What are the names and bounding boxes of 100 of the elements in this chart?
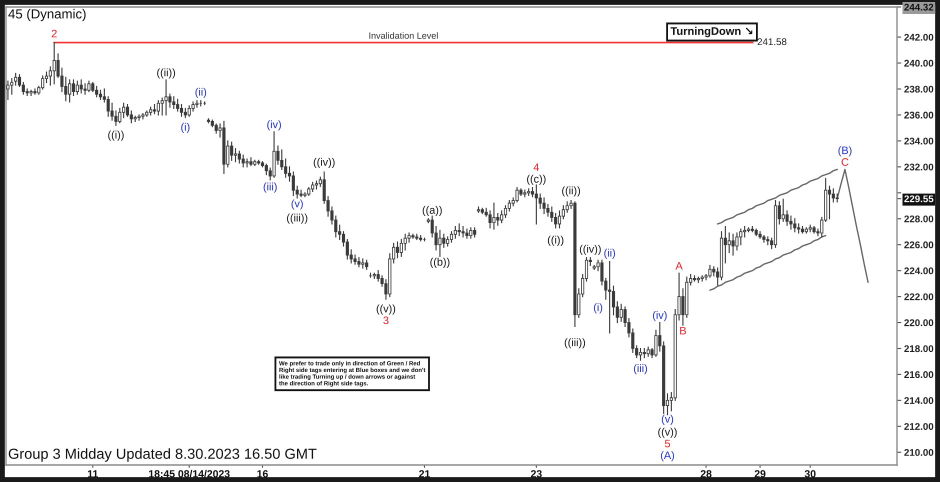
candlestick <box>728 232 731 254</box>
ref-line-label: Invalidation Level <box>369 32 438 39</box>
annotation: (v) <box>662 414 674 425</box>
candlestick <box>832 188 835 202</box>
candlestick <box>461 226 465 238</box>
candlestick <box>230 142 234 161</box>
candlestick <box>95 86 98 98</box>
candlestick <box>80 79 83 94</box>
candlestick <box>365 260 368 270</box>
annotation: (ii) <box>195 88 206 98</box>
annotation: (i) <box>181 122 190 133</box>
candlestick <box>446 236 450 247</box>
candlestick <box>542 197 546 214</box>
candlestick <box>98 90 102 100</box>
annotation: ((v)) <box>376 304 396 315</box>
candlestick <box>238 150 241 164</box>
candlestick <box>164 79 168 116</box>
candlestick <box>172 96 176 110</box>
y-tick-label: 212.00 <box>904 423 934 430</box>
annotation: (A) <box>660 451 674 462</box>
candlestick <box>504 205 508 218</box>
candlestick <box>72 79 76 96</box>
annotation: ((i)) <box>548 236 564 246</box>
annotation: (ii) <box>604 248 615 259</box>
candlestick <box>292 171 295 196</box>
y-tick-label: 214.00 <box>904 397 934 404</box>
annotation: ((ii)) <box>157 68 176 78</box>
candlestick <box>134 116 137 122</box>
annotation: 4 <box>534 163 540 171</box>
annotation: (iv) <box>652 311 667 322</box>
annotation: ((v)) <box>658 428 677 438</box>
candlestick <box>438 230 442 257</box>
candlestick <box>646 346 650 357</box>
candlestick <box>808 224 812 232</box>
y-tick-label: 244.32 <box>904 4 934 11</box>
candlestick <box>357 257 361 268</box>
candlestick <box>83 83 87 95</box>
candlestick <box>450 231 454 243</box>
annotation: B <box>680 326 686 334</box>
annotation: ((c)) <box>527 174 546 185</box>
x-tick-label: 29 <box>754 470 766 478</box>
annotation: ((b)) <box>430 258 450 268</box>
candlestick <box>766 236 770 246</box>
candlestick <box>242 154 245 168</box>
candlestick <box>168 94 172 108</box>
candlestick <box>534 184 538 224</box>
candlestick <box>465 228 469 239</box>
candlestick <box>76 80 79 95</box>
candlestick <box>469 227 472 239</box>
candlestick <box>500 210 504 224</box>
line-series <box>836 168 869 284</box>
y-tick-label: 240.00 <box>904 60 934 67</box>
candlestick <box>558 210 562 228</box>
candlestick <box>530 187 534 198</box>
line-series <box>709 234 826 291</box>
candlestick <box>156 100 160 116</box>
candlestick <box>114 110 118 126</box>
candlestick <box>458 223 461 236</box>
annotation: ((iii)) <box>287 214 308 224</box>
candlestick <box>608 261 612 334</box>
annotation: C <box>842 158 848 166</box>
candlestick <box>789 216 793 230</box>
candlestick <box>68 79 72 103</box>
candlestick <box>708 264 712 278</box>
candlestick <box>415 234 418 240</box>
candlestick <box>488 210 492 228</box>
candlestick <box>523 190 526 198</box>
candlestick <box>361 258 364 269</box>
annotation: (i) <box>594 303 602 314</box>
annotation: ((iv)) <box>314 158 335 168</box>
y-tick-label: 234.00 <box>904 138 934 145</box>
candlestick <box>396 242 400 258</box>
x-tick-label: 21 <box>419 470 430 478</box>
y-tick-label: 228.00 <box>904 215 934 222</box>
annotation: (iv) <box>267 120 281 130</box>
candlestick <box>234 148 238 162</box>
candlestick <box>442 234 446 248</box>
y-tick-label: 218.00 <box>904 345 934 352</box>
y-tick-label: 216.00 <box>904 371 934 378</box>
annotation: (iii) <box>264 182 277 193</box>
candlestick <box>515 187 519 202</box>
y-tick-label: 238.00 <box>904 86 934 93</box>
candlestick <box>642 348 646 358</box>
candlestick <box>87 80 91 92</box>
candlestick <box>152 104 156 114</box>
candlestick <box>782 198 785 222</box>
x-tick-label: 18:45 08/14/2023 <box>149 470 230 478</box>
x-tick-label: 23 <box>530 470 542 478</box>
candlestick <box>176 98 180 112</box>
candlestick <box>700 275 704 282</box>
candlestick <box>731 234 735 256</box>
annotation: (B) <box>838 146 852 156</box>
annotation: 5 <box>664 440 670 448</box>
candlestick <box>508 200 511 212</box>
annotation: ((iii)) <box>564 338 586 348</box>
annotation: (iii) <box>634 364 648 374</box>
y-tick-label: 226.00 <box>904 241 934 248</box>
candlestick <box>612 286 616 316</box>
y-tick-label: 242.00 <box>904 34 934 41</box>
candlestick <box>638 348 642 361</box>
